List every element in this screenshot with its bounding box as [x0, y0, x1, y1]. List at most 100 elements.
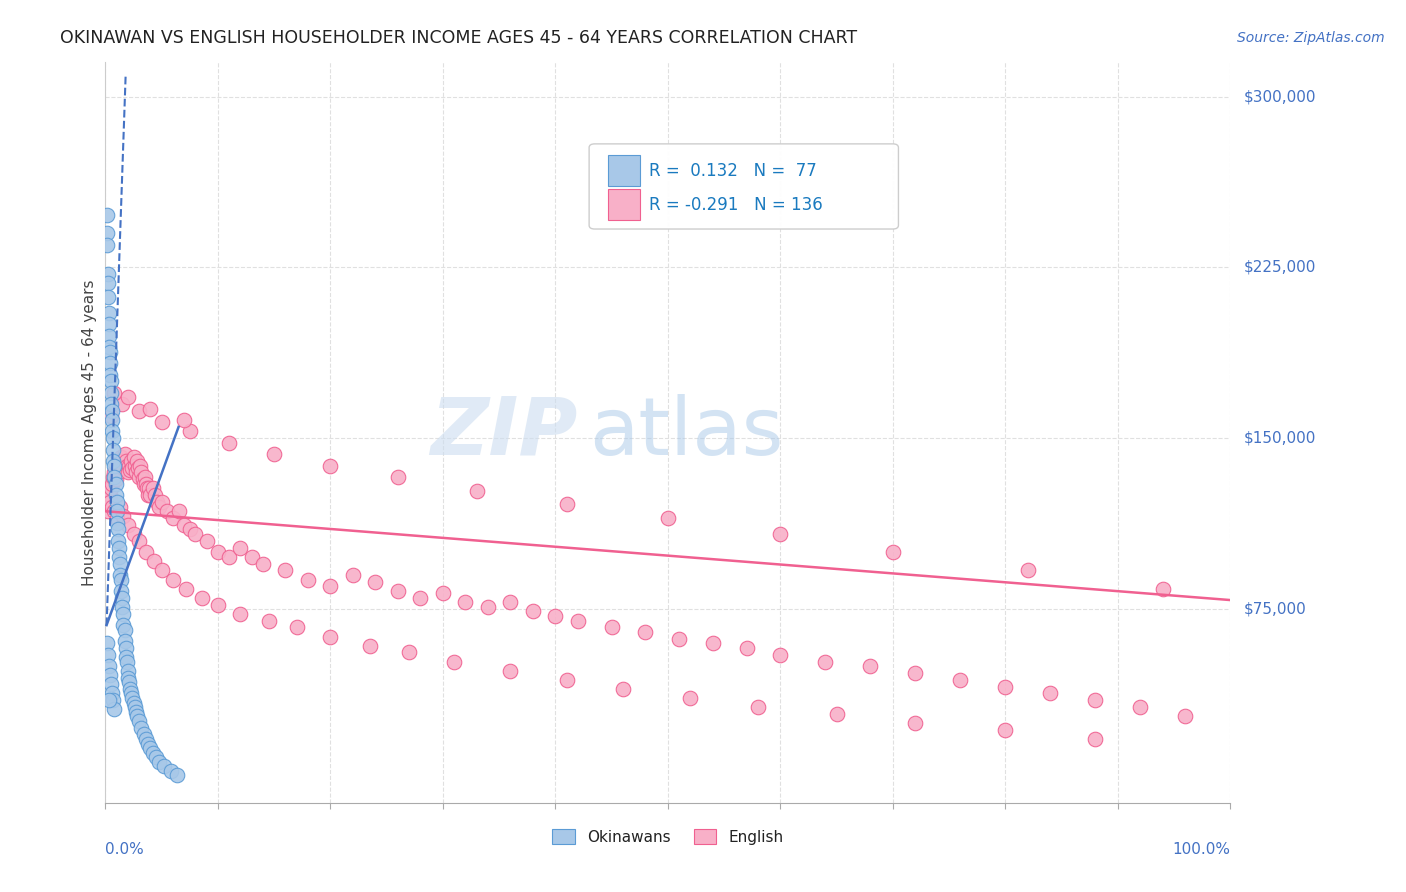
Point [100, 397, 122, 411]
Point [142, 554, 165, 568]
Point [98, 356, 121, 370]
Point [859, 659, 882, 673]
Point [477, 599, 499, 614]
Point [104, 488, 127, 502]
Point [1039, 686, 1062, 700]
Point [101, 500, 124, 514]
Point [103, 431, 125, 445]
Text: $300,000: $300,000 [1244, 89, 1316, 104]
Point [105, 495, 128, 509]
Point [173, 413, 195, 427]
Point [409, 591, 432, 605]
Point [96, 237, 118, 252]
Point [179, 425, 201, 439]
Point [117, 671, 139, 685]
Point [103, 470, 125, 484]
Point [166, 768, 188, 782]
Point [101, 425, 124, 439]
Point [207, 545, 229, 559]
Point [97, 648, 120, 662]
Point [679, 691, 702, 706]
Point [111, 397, 134, 411]
Point [229, 607, 252, 621]
Point [117, 390, 139, 404]
Point [101, 404, 124, 418]
Point [101, 413, 124, 427]
Point [97, 495, 120, 509]
Point [454, 595, 477, 609]
Point [97, 340, 120, 354]
Point [100, 409, 122, 423]
Point [118, 675, 141, 690]
Point [103, 466, 125, 480]
Point [97, 328, 120, 343]
Point [100, 375, 122, 389]
Point [97, 504, 120, 518]
Point [146, 495, 169, 509]
Point [131, 721, 153, 735]
Point [132, 727, 155, 741]
Point [668, 632, 690, 646]
Point [150, 416, 173, 430]
Point [108, 500, 131, 514]
Point [634, 624, 657, 639]
Point [107, 523, 129, 537]
Point [98, 495, 121, 509]
Point [115, 655, 138, 669]
Point [136, 482, 159, 496]
Point [96, 208, 118, 222]
Point [132, 476, 155, 491]
Point [125, 454, 148, 468]
Point [105, 516, 128, 530]
Point [218, 435, 240, 450]
Point [319, 630, 342, 644]
Point [103, 385, 125, 400]
Point [994, 723, 1017, 737]
Point [107, 533, 129, 548]
Point [882, 545, 904, 559]
Point [142, 746, 165, 760]
Point [443, 655, 465, 669]
Point [432, 586, 454, 600]
Point [904, 665, 927, 680]
Point [159, 764, 181, 778]
Point [110, 583, 132, 598]
Point [100, 482, 122, 496]
Point [135, 476, 157, 491]
Text: 100.0%: 100.0% [1173, 842, 1230, 856]
Point [103, 442, 125, 457]
Point [257, 614, 280, 628]
Point [131, 466, 153, 480]
Point [104, 472, 127, 486]
Point [120, 463, 142, 477]
Point [814, 655, 837, 669]
Point [1084, 693, 1107, 707]
Point [121, 691, 143, 706]
Text: R = -0.291   N = 136: R = -0.291 N = 136 [648, 195, 823, 213]
Point [98, 344, 121, 359]
Point [96, 227, 118, 241]
Point [364, 574, 387, 589]
Point [359, 639, 381, 653]
Point [994, 680, 1017, 694]
Point [1129, 700, 1152, 714]
Point [142, 482, 165, 496]
Point [600, 620, 623, 634]
Point [107, 466, 129, 480]
Point [218, 549, 240, 564]
Point [143, 488, 166, 502]
Point [195, 533, 218, 548]
Point [97, 268, 120, 282]
Point [112, 607, 135, 621]
Point [747, 700, 769, 714]
Point [97, 659, 120, 673]
Point [825, 706, 848, 721]
Point [108, 568, 131, 582]
Point [319, 458, 342, 473]
Point [555, 497, 578, 511]
Point [138, 482, 160, 496]
Point [612, 681, 634, 696]
Point [111, 454, 134, 468]
Point [153, 759, 176, 773]
Point [112, 461, 135, 475]
